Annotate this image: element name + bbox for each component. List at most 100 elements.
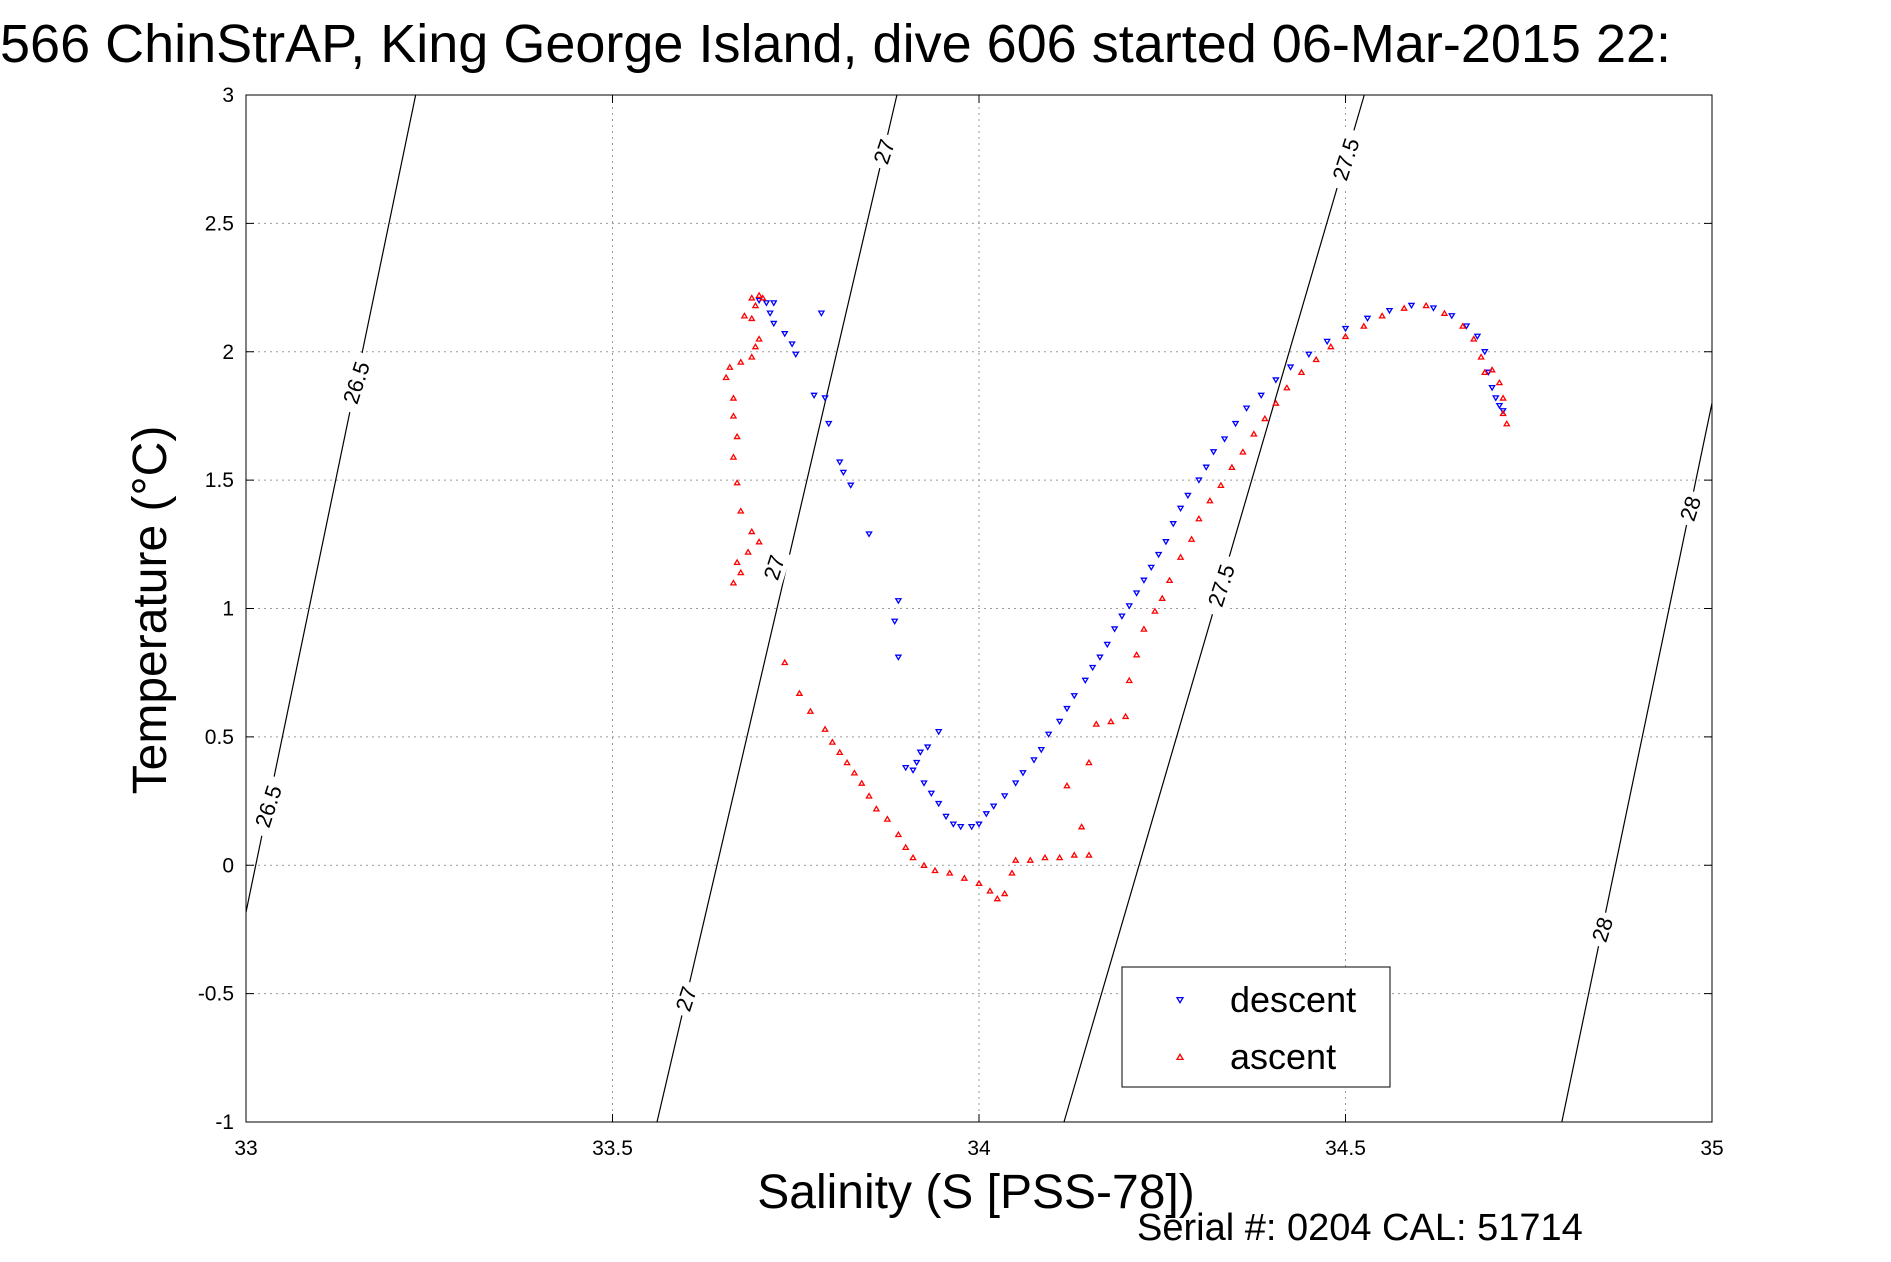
scatter-point-ascent [1107,717,1115,725]
scatter-point-descent [1103,641,1112,649]
scatter-point-descent [927,790,936,797]
scatter-point-ascent [1283,384,1291,391]
contour-label-bg [1584,909,1620,950]
chart-title: 566 ChinStrAP, King George Island, dive … [0,14,1671,74]
y-tick-label: 1 [222,598,234,621]
scatter-point-ascent [909,853,917,861]
scatter-point-descent [1481,349,1489,356]
contour-line [656,94,898,1123]
x-tick-label: 33.5 [592,1137,633,1160]
contour-label: 26.5 [246,773,290,839]
scatter-point-descent [1385,307,1394,315]
scatter-point-descent [1499,408,1507,415]
scatter-point-descent [1154,551,1163,559]
scatter-point-ascent [821,725,829,732]
scatter-point-ascent [1026,856,1035,863]
scatter-point-descent [1220,436,1229,443]
scatter-point-descent [956,824,965,831]
scatter-point-descent [824,420,833,428]
scatter-point-ascent [1008,869,1016,876]
scatter-point-descent [909,767,917,774]
scatter-point-descent [1019,770,1027,777]
scatter-point-ascent [1239,448,1247,455]
scatter-point-ascent [828,738,837,745]
contour-label: 27 [756,547,792,588]
scatter-point-ascent [751,342,760,350]
scatter-point-descent [934,729,943,736]
scatter-point-descent [1030,757,1038,764]
y-axis-label: Temperature (°C) [124,426,177,795]
scatter-point-descent [846,482,855,489]
scatter-point-descent [1231,420,1240,428]
contour-label-bg [668,978,704,1019]
scatter-point-ascent [1422,301,1430,309]
scatter-point-ascent [806,707,815,714]
scatter-point-ascent [737,358,745,365]
contour-label: 27.5 [1323,126,1368,192]
scatter-point-descent [1363,315,1372,322]
scatter-point-descent [762,300,771,307]
legend-marker-descent [1175,996,1185,1004]
scatter-point-descent [894,598,903,605]
scatter-point-ascent [1495,378,1504,386]
scatter-point-ascent [748,314,756,322]
scatter-point-descent [817,310,826,317]
scatter-point-ascent [835,748,844,756]
scatter-point-ascent [1327,342,1335,350]
scatter-point-ascent [795,689,804,696]
scatter-point-ascent [850,769,859,776]
contour-label-text: 27.5 [1203,561,1240,609]
axis-ticks: 33 33.5 34 34.5 35 -1 -0.5 0 0.5 1 1.5 2 2.5 3 [198,84,1724,1160]
scatter-point-descent [923,744,932,751]
scatter-point-ascent [1206,497,1214,504]
scatter-point-descent [1448,313,1456,320]
contour-label-bg [246,773,290,839]
scatter-point-ascent [1440,309,1449,316]
scatter-point-ascent [883,815,892,822]
scatter-point-ascent [733,479,741,486]
scatter-point-ascent [1261,414,1269,422]
scatter-point-descent [821,395,829,402]
y-tick-label: 2 [222,341,234,364]
scatter-point-ascent [1195,515,1203,522]
scatter-point-descent [1063,705,1071,713]
contour-label-bg [334,350,378,416]
scatter-point-descent [975,821,983,828]
scatter-point-ascent [729,412,738,419]
scatter-point-descent [901,764,910,772]
scatter-point-ascent [857,779,866,786]
contour-label: 26.5 [334,350,378,416]
scatter-point-descent [865,531,873,538]
y-tick-label: -1 [215,1111,234,1134]
scatter-point-descent [982,811,991,818]
scatter-point-descent [1492,395,1500,402]
scatter-point-ascent [1000,889,1009,897]
scatter-point-ascent [1499,394,1507,401]
scatter-point-descent [1323,338,1331,346]
scatter-point-ascent [1132,651,1141,658]
scatter-point-ascent [1158,594,1166,601]
scatter-point-ascent [1297,368,1306,376]
scatter-point-ascent [975,879,983,886]
scatter-point-ascent [1272,399,1280,406]
scatter-point-descent [1125,603,1134,610]
scatter-point-descent [1495,402,1504,410]
scatter-point-descent [1081,677,1090,685]
scatter-point-ascent [1125,676,1134,684]
grid-lines [246,95,1712,1122]
scatter-point-descent [1209,449,1218,456]
scatter-point-ascent [1085,851,1093,858]
scatter-point-ascent [1228,463,1236,471]
x-tick-label: 34 [967,1137,991,1160]
legend-label-descent: descent [1230,979,1356,1020]
serial-footer: Serial #: 0204 CAL: 51714 [1137,1207,1583,1249]
scatter-point-descent [949,821,958,828]
contour-line [245,94,417,913]
legend-markers [1175,996,1185,1061]
scatter-point-descent [1305,351,1313,358]
contour-label-bg [866,131,902,172]
scatter-point-ascent [722,373,730,381]
scatter-point-ascent [1070,851,1079,858]
scatter-point-ascent [1481,368,1489,376]
scatter-point-ascent [729,394,738,401]
